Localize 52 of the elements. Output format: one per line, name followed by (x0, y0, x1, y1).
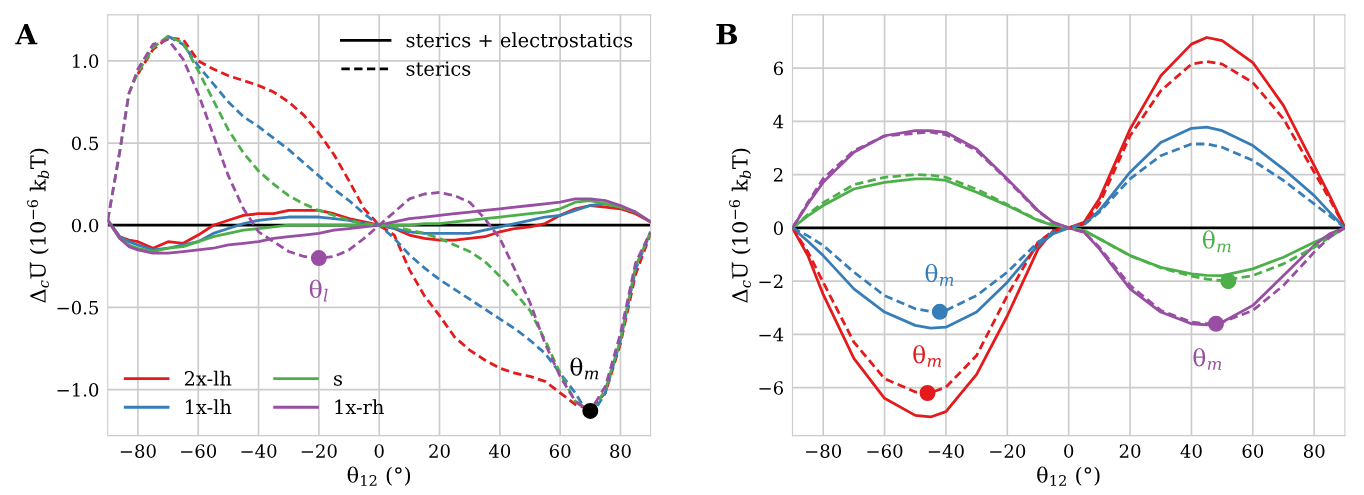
x-tick-label: −60 (181, 444, 217, 458)
x-axis-title: θ$_{12}$ (°) (1037, 466, 1100, 486)
annotation: θ$_{m}$ (570, 357, 599, 380)
y-tick-label: 2 (773, 168, 783, 182)
annotation: θ$_{m}$ (913, 344, 942, 367)
y-axis-title: Δ$_{c}$U̅ (10$^{−6}$ k$_{b}$T) (729, 148, 751, 303)
y-tick-label: −0.5 (57, 300, 99, 315)
annotation: sterics (406, 61, 471, 76)
x-tick-label: 80 (610, 444, 631, 458)
x-tick-label: 20 (1119, 444, 1141, 458)
y-axis-title: Δ$_{c}$U̅ (10$^{−6}$ k$_{b}$T) (27, 148, 49, 303)
x-tick-label: −40 (928, 444, 964, 458)
legend-label: 1x-rh (335, 399, 384, 415)
chart-title: B (716, 24, 738, 45)
x-tick-label: −80 (806, 444, 842, 458)
x-tick-label: −60 (867, 444, 903, 458)
y-tick-label: −2 (759, 274, 783, 289)
chart-title: A (15, 24, 38, 45)
y-tick-label: 0 (773, 221, 783, 235)
annotation: θ$_{l}$ (309, 279, 328, 302)
y-tick-label: −4 (759, 327, 784, 342)
x-tick-label: 60 (549, 444, 571, 458)
y-tick-label: 6 (773, 61, 784, 76)
x-tick-label: 40 (1180, 444, 1202, 458)
y-tick-label: −1.0 (57, 383, 99, 397)
x-tick-label: 60 (1242, 444, 1264, 458)
point (931, 303, 948, 320)
x-tick-label: 20 (429, 444, 450, 458)
legend-label: s (334, 375, 342, 386)
annotation: θ$_{m}$ (1193, 347, 1222, 370)
legend-label: 1x-lh (185, 399, 232, 415)
x-tick-label: −20 (301, 444, 337, 458)
point (919, 385, 936, 401)
annotation: sterics + electrostatics (406, 32, 633, 48)
point (1208, 315, 1224, 332)
y-tick-label: −6 (759, 381, 784, 395)
x-tick-label: 0 (374, 444, 384, 458)
y-tick-label: 0.0 (71, 218, 99, 233)
y-tick-label: 0.5 (71, 136, 99, 151)
y-tick-label: 4 (773, 114, 784, 129)
x-tick-label: −80 (120, 444, 156, 458)
x-tick-label: −20 (990, 444, 1026, 458)
x-tick-label: 0 (1064, 444, 1074, 458)
y-tick-label: 1.0 (72, 54, 99, 68)
x-tick-label: 40 (488, 444, 511, 458)
x-tick-label: −40 (241, 444, 277, 458)
x-axis-title: θ$_{12}$ (°) (347, 466, 411, 486)
point (1220, 273, 1237, 290)
annotation: θ$_{m}$ (925, 263, 954, 286)
x-tick-label: 80 (1303, 444, 1325, 458)
annotation: θ$_{m}$ (1202, 230, 1231, 253)
legend-label: 2x-lh (184, 370, 232, 386)
